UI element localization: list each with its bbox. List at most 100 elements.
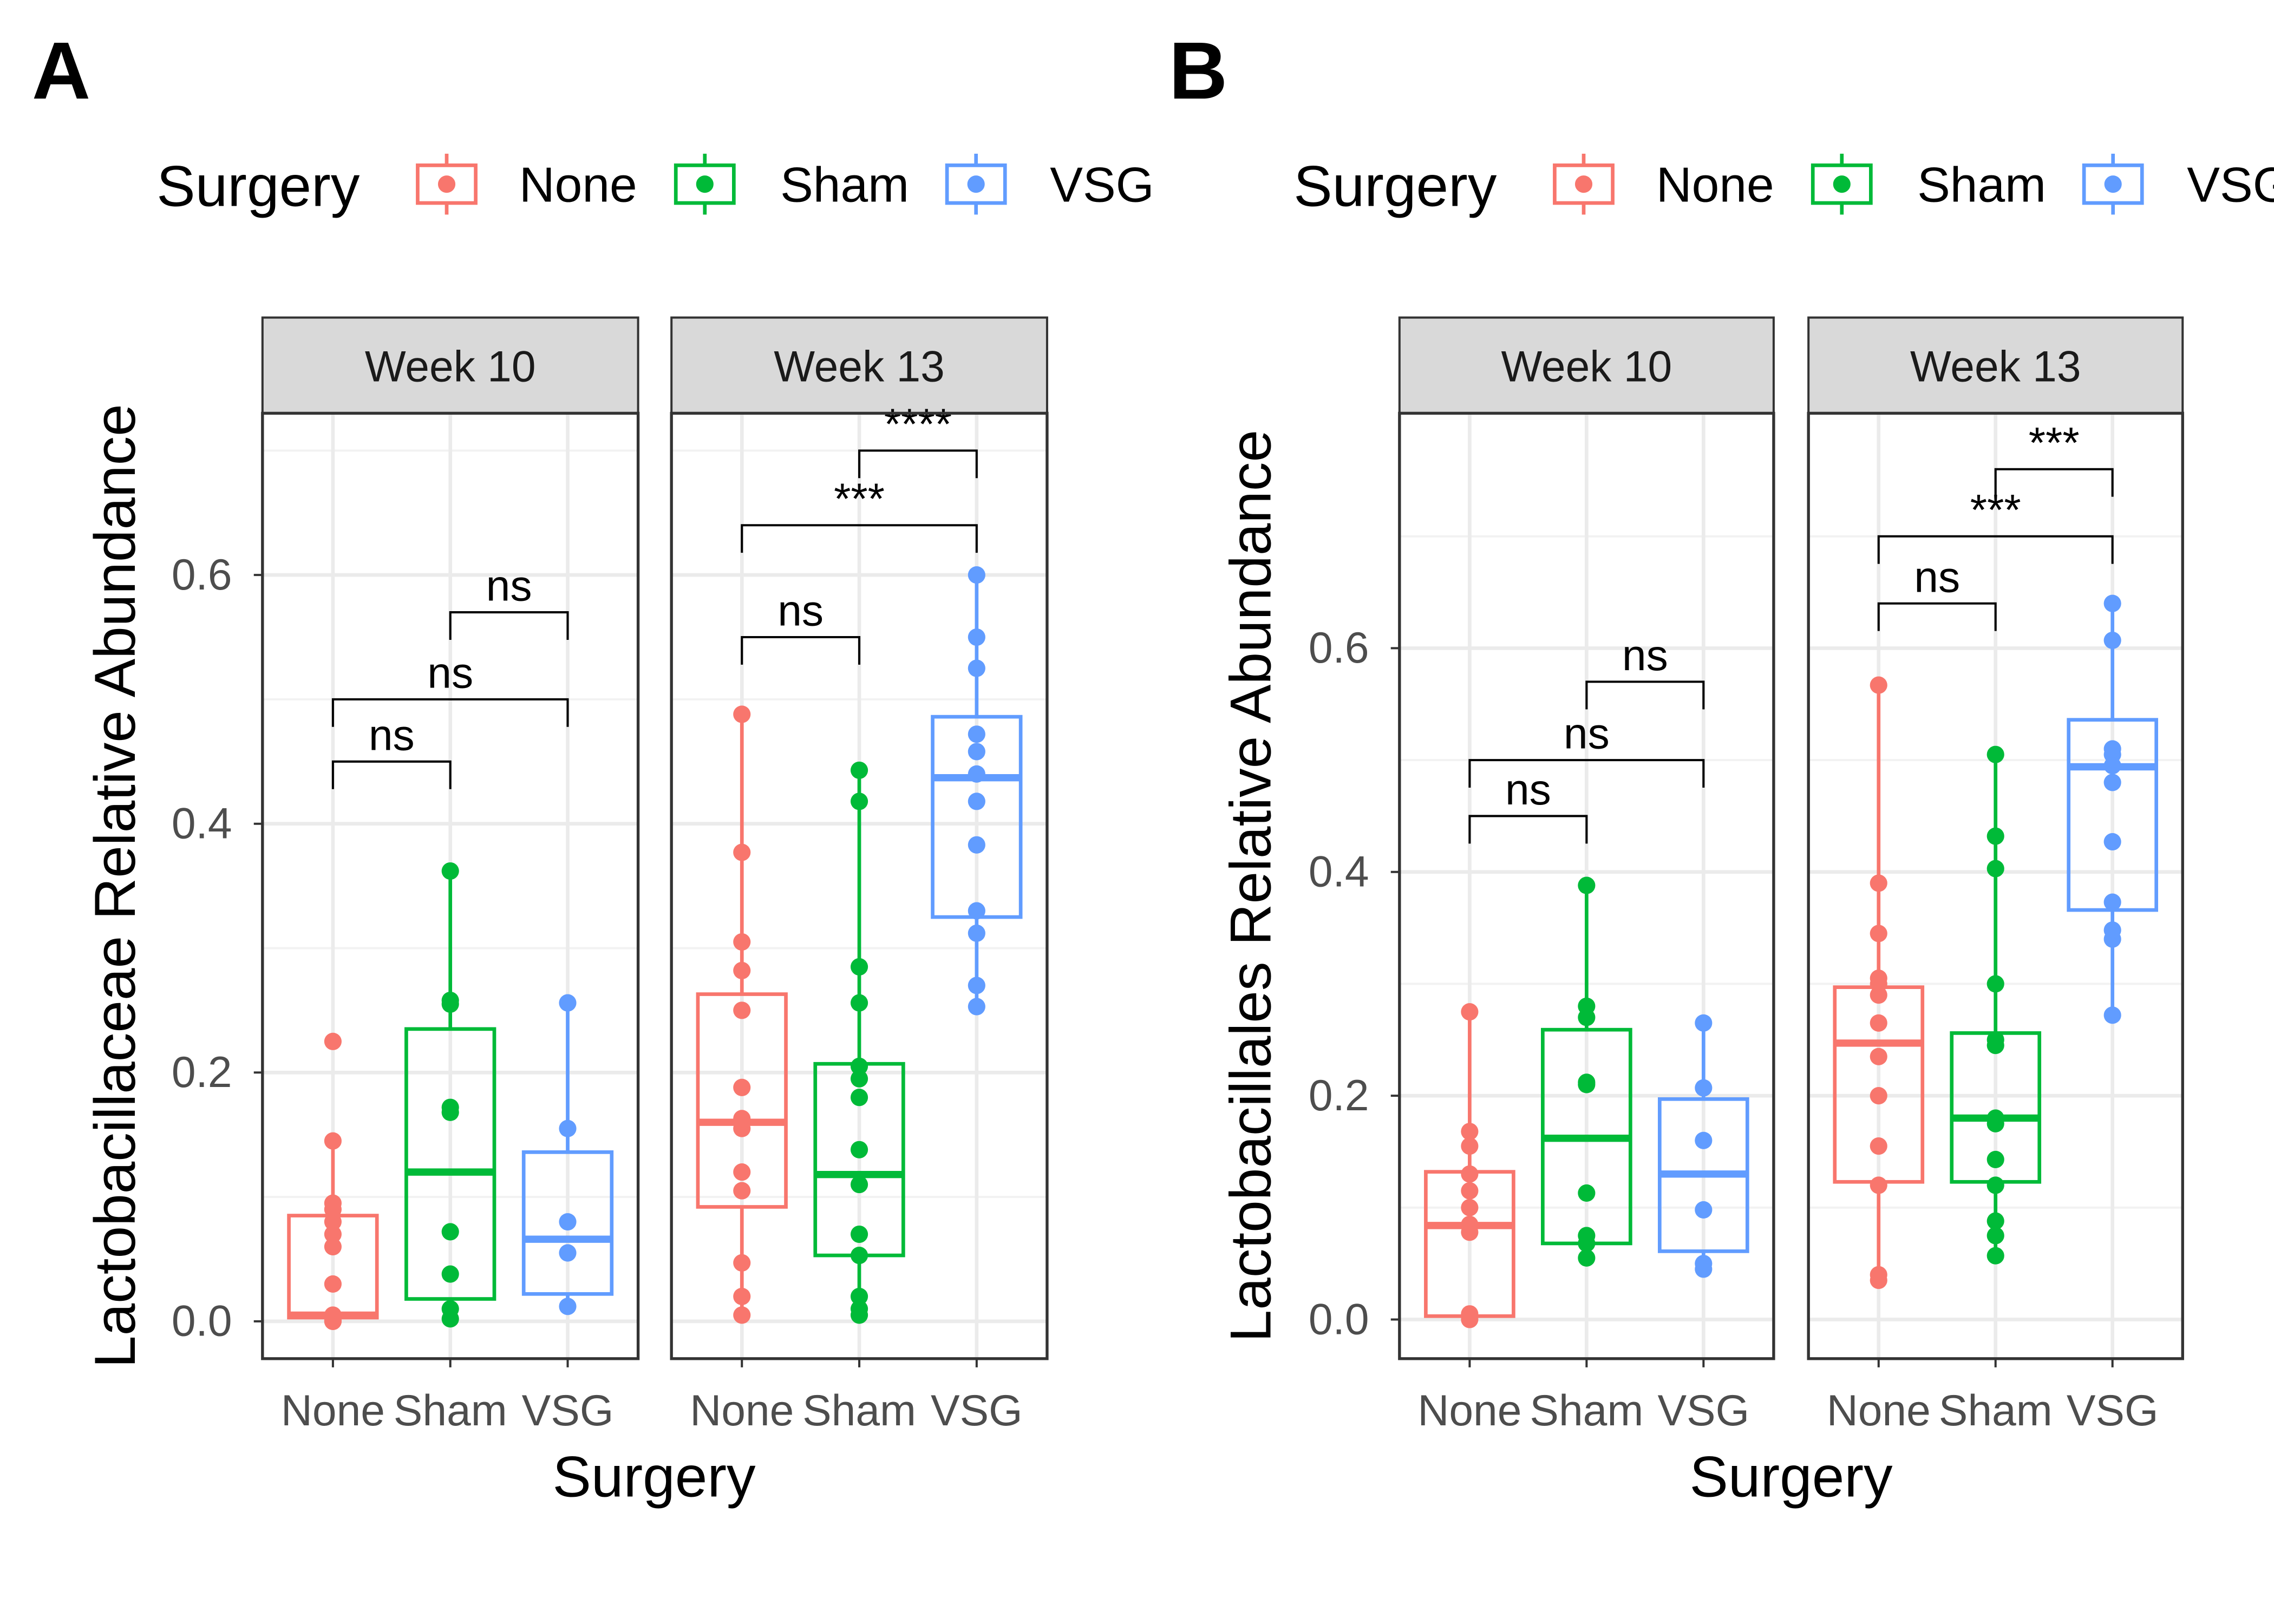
x-axis-title: Surgery [1689,1444,1893,1509]
data-point [1461,1123,1479,1141]
data-point [1870,1176,1887,1194]
data-point [559,994,577,1012]
data-point [2103,921,2121,939]
data-point [1987,1109,2004,1127]
bracket-line [741,636,861,665]
data-point [733,1001,751,1019]
x-tick-label: None [690,1386,794,1435]
significance-label: ns [1914,553,1960,601]
bracket-line [1877,602,1997,631]
y-tick-label: 0.0 [172,1297,232,1346]
data-point [733,1110,751,1128]
y-tick-label: 0.6 [172,551,232,599]
data-point [1987,1176,2004,1194]
y-tick-label: 0.2 [1309,1071,1369,1120]
data-point [1987,860,2004,878]
bracket-line [858,449,978,479]
significance-bracket: ns [741,587,861,665]
x-tick-label: VSG [522,1386,614,1435]
panel-label: A [32,25,90,116]
data-point [850,1057,868,1075]
data-point [1870,1014,1887,1032]
legend-key-point [437,175,456,193]
data-point [850,958,868,976]
data-point [733,705,751,723]
data-point [1870,925,1887,942]
x-tick-label: Sham [802,1386,916,1435]
data-point [1578,1227,1596,1245]
data-point [850,1225,868,1243]
bracket-line [449,611,569,640]
facet-strip [1807,316,2184,415]
bracket-line [1468,815,1588,844]
data-point [1987,1212,2004,1230]
data-point [1578,876,1596,894]
panel-b: BSurgeryNoneShamVSGLactobacillales Relat… [1169,25,2274,1509]
x-tick-label: VSG [1657,1386,1749,1435]
bracket-line [1585,680,1705,710]
data-point [1695,1201,1713,1219]
legend-key-point [967,175,985,193]
data-point [441,1098,459,1116]
data-point [968,765,985,783]
legend-key-point [1574,175,1593,193]
data-point [968,924,985,942]
data-point [968,836,985,854]
data-point [1870,1266,1887,1284]
bracket-line [1994,468,2114,497]
y-tick-label: 0.6 [1309,624,1369,672]
data-point [1987,1227,2004,1245]
data-point [1870,676,1887,694]
significance-label: ns [427,649,473,697]
significance-bracket: ns [331,711,452,789]
legend-key-point [1833,175,1851,193]
data-point [324,1032,342,1050]
data-point [1578,1073,1596,1091]
data-point [559,1119,577,1137]
x-tick-label: None [281,1386,385,1435]
bracket-line [1877,535,2114,564]
box-vsg [1657,1014,1749,1278]
box-iqr [521,1150,614,1296]
significance-bracket: ns [1877,553,1997,631]
y-tick-label: 0.2 [172,1048,232,1097]
data-point [324,1213,342,1231]
y-axis-title: Lactobacillaceae Relative Abundance [82,404,147,1368]
box-vsg [2067,594,2159,1024]
data-point [2103,774,2121,791]
x-tick-label: VSG [2067,1386,2159,1435]
data-point [559,1298,577,1315]
data-point [968,725,985,743]
x-tick-label: None [1827,1386,1931,1435]
box-sham [813,761,905,1324]
x-tick-label: Sham [1939,1386,2053,1435]
data-point [441,1265,459,1283]
significance-label: **** [884,400,952,449]
box-none [696,705,788,1324]
data-point [441,1300,459,1318]
data-point [968,998,985,1016]
data-point [2103,740,2121,758]
legend-key-none [416,153,478,215]
significance-label: ns [369,711,415,759]
box-sham [1541,876,1632,1267]
data-point [324,1306,342,1324]
significance-bracket: ns [1468,710,1705,788]
data-point [324,1132,342,1150]
y-axis-title: Lactobacillales Relative Abundance [1218,430,1283,1342]
data-point [1461,1003,1479,1021]
facet-strip-label: Week 13 [774,342,945,391]
bracket-line [331,698,569,727]
data-point [850,1247,868,1265]
legend-label-vsg: VSG [2187,158,2274,212]
facet-strip-label: Week 13 [1910,342,2081,391]
data-point [1695,1014,1713,1032]
legend-key-point [2104,175,2122,193]
x-tick-label: VSG [931,1386,1023,1435]
data-point [559,1244,577,1262]
data-point [733,1078,751,1096]
data-point [1987,975,2004,993]
